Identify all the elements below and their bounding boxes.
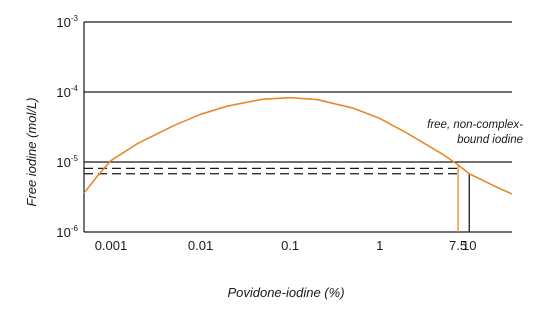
drop-lines — [457, 164, 470, 232]
x-tick-label: 7.5 — [449, 238, 467, 253]
y-tick-label: 10-4 — [56, 84, 78, 100]
series-line — [83, 96, 513, 195]
x-tick-label: 0.001 — [95, 238, 128, 253]
x-tick-labels: 0.001 0.01 0.1 1 7.510 — [95, 238, 477, 253]
annotation: free, non-complex-bound iodine — [427, 119, 523, 146]
reference-lines — [84, 167, 462, 175]
gridlines — [84, 21, 512, 233]
x-axis-title: Povidone-iodine (%) — [227, 285, 344, 300]
y-tick-label: 10-6 — [56, 224, 78, 240]
x-tick-label: 0.01 — [188, 238, 213, 253]
annotation-line: free, non-complex- — [427, 119, 523, 131]
x-tick-label: 1 — [376, 238, 383, 253]
series-layer — [83, 96, 513, 195]
y-tick-labels: 10-6 10-5 10-4 10-3 — [56, 14, 78, 240]
x-tick-label: 0.1 — [281, 238, 299, 253]
x-tick-label: 10 — [462, 238, 476, 253]
y-tick-label: 10-3 — [56, 14, 78, 30]
y-axis-title: Free iodine (mol/L) — [24, 97, 39, 206]
annotation-line: bound iodine — [457, 134, 523, 146]
y-tick-label: 10-5 — [56, 154, 78, 170]
